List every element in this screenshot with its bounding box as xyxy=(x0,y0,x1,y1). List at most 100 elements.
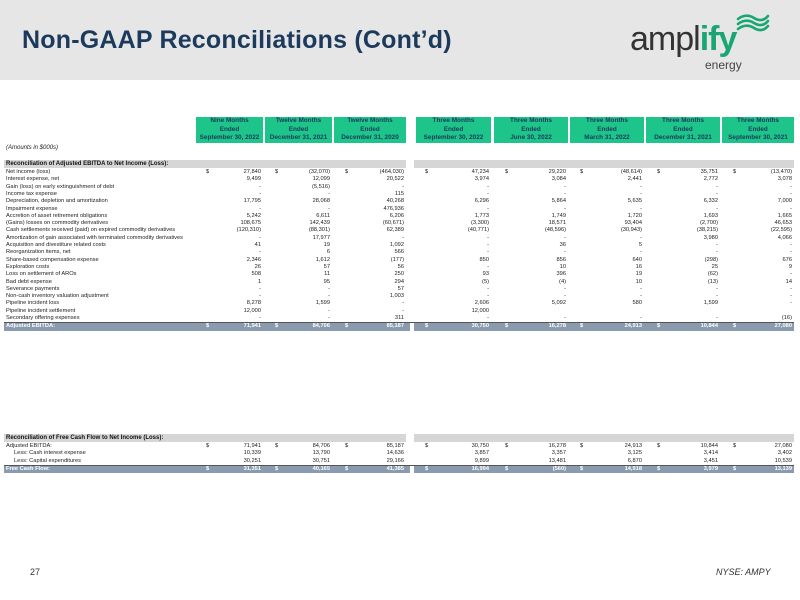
currency-symbol: $ xyxy=(206,323,210,330)
value-cell: 36 xyxy=(559,242,566,248)
currency-symbol: $ xyxy=(425,443,429,449)
value-cell: 19 xyxy=(323,242,330,248)
divider xyxy=(4,464,794,466)
value-cell: 566 xyxy=(394,249,405,256)
value-cell: - xyxy=(402,234,404,241)
currency-symbol: $ xyxy=(345,323,349,330)
total-value: 16,994 xyxy=(471,465,489,472)
column-header: Three Months Ended December 31, 2021 xyxy=(646,117,720,143)
table-row: Non-cash inventory valuation adjustment -… xyxy=(4,293,794,300)
value-cell: 10,339 xyxy=(243,450,261,457)
row-label: Less: Cash interest expense xyxy=(14,450,86,457)
value-cell: 6,332 xyxy=(703,198,718,205)
value-cell: 28,068 xyxy=(312,198,330,205)
currency-symbol: $ xyxy=(580,465,584,472)
value-cell: 17,795 xyxy=(243,198,261,205)
value-cell: 9 xyxy=(788,263,792,270)
value-cell: 10,539 xyxy=(774,457,792,464)
currency-symbol: $ xyxy=(505,443,509,449)
value-cell: 56 xyxy=(397,263,404,270)
total-value: 40,165 xyxy=(312,465,330,472)
value-cell: 14 xyxy=(785,278,792,285)
value-cell: - xyxy=(790,205,792,212)
value-cell: 7,000 xyxy=(777,198,792,205)
value-cell: - xyxy=(790,249,792,256)
value-cell: 95 xyxy=(323,278,330,285)
value-cell: - xyxy=(402,307,404,314)
table-row: Reorganization items, net - 6 566 - - - - - xyxy=(4,249,794,256)
table-row: Cash settlements received (paid) on expi… xyxy=(4,227,794,234)
row-label: Depreciation, depletion and amortization xyxy=(6,198,108,205)
value-cell: 1,092 xyxy=(389,242,404,248)
row-label: Loss on settlement of AROs xyxy=(6,271,77,278)
value-cell: - xyxy=(564,183,566,190)
total-value: 41,385 xyxy=(386,465,404,472)
currency-symbol: $ xyxy=(505,169,509,175)
value-cell: - xyxy=(487,263,489,270)
value-cell: (22,595) xyxy=(770,227,792,234)
value-cell: 2,346 xyxy=(246,256,261,263)
value-cell: - xyxy=(716,205,718,212)
value-cell: - xyxy=(790,190,792,197)
table-row: Pipeline incident loss 8,278 1,599 - 2,606 5,… xyxy=(4,300,794,307)
table-row: Exploration costs 26 57 56 - 10 16 25 9 xyxy=(4,264,794,271)
section-heading: Reconciliation of Adjusted EBITDA to Net… xyxy=(4,160,794,168)
value-cell: 3,078 xyxy=(777,176,792,183)
value-cell: - xyxy=(487,315,489,321)
value-cell: 30,750 xyxy=(471,443,489,449)
value-cell: 1,773 xyxy=(474,212,489,219)
row-label: Non-cash inventory valuation adjustment xyxy=(6,293,109,300)
table-row: Share-based compensation expense 2,346 1,6… xyxy=(4,257,794,264)
value-cell: 24,913 xyxy=(624,443,642,449)
value-cell: (32,070) xyxy=(308,169,330,175)
value-cell: 27,080 xyxy=(774,443,792,449)
table-row: Secondary offering expenses - - 311 - - - - (16) xyxy=(4,315,794,322)
value-cell: 1,003 xyxy=(389,293,404,300)
currency-symbol: $ xyxy=(657,465,661,472)
row-label: Pipeline incident loss xyxy=(6,300,60,307)
value-cell: 6 xyxy=(326,249,330,256)
value-cell: 47,234 xyxy=(471,169,489,175)
currency-symbol: $ xyxy=(275,443,279,449)
currency-symbol: $ xyxy=(657,443,661,449)
value-cell: - xyxy=(716,315,718,321)
value-cell: - xyxy=(790,293,792,300)
table-row: Severance payments - - 57 - - - - - xyxy=(4,286,794,293)
value-cell: 46,653 xyxy=(774,220,792,227)
value-cell: - xyxy=(487,183,489,190)
value-cell: 29,166 xyxy=(386,457,404,464)
value-cell: 6,611 xyxy=(316,212,330,219)
value-cell: 30,751 xyxy=(312,457,330,464)
column-header: Twelve Months Ended December 31, 2021 xyxy=(265,117,332,143)
value-cell: 5 xyxy=(638,242,642,248)
value-cell: 294 xyxy=(394,278,405,285)
value-cell: 27,840 xyxy=(243,169,261,175)
row-label: Adjusted EBITDA: xyxy=(6,443,52,449)
total-value: 13,139 xyxy=(774,465,792,472)
currency-symbol: $ xyxy=(657,169,661,175)
value-cell: 1,599 xyxy=(703,300,718,307)
value-cell: 41 xyxy=(254,242,261,248)
value-cell: 9,499 xyxy=(246,176,261,183)
currency-symbol: $ xyxy=(657,323,661,330)
value-cell: 18,571 xyxy=(548,220,566,227)
value-cell: 476,936 xyxy=(383,205,404,212)
total-value: 3,979 xyxy=(703,465,718,472)
value-cell: 850 xyxy=(479,256,490,263)
value-cell: - xyxy=(716,183,718,190)
value-cell: 35,751 xyxy=(700,169,718,175)
value-cell: (120,310) xyxy=(236,227,261,234)
currency-symbol: $ xyxy=(505,465,509,472)
value-cell: 14,636 xyxy=(386,450,404,457)
value-cell: (16) xyxy=(781,315,792,321)
value-cell: 93 xyxy=(482,271,489,278)
value-cell: 16,278 xyxy=(548,443,566,449)
value-cell: (88,301) xyxy=(308,227,330,234)
row-label: Exploration costs xyxy=(6,263,50,270)
currency-symbol: $ xyxy=(275,323,279,330)
value-cell: 142,439 xyxy=(309,220,330,227)
total-value: 16,278 xyxy=(548,323,566,330)
value-cell: - xyxy=(640,315,642,321)
value-cell: 2,772 xyxy=(703,176,718,183)
column-header: Three Months Ended September 30, 2022 xyxy=(416,117,491,143)
